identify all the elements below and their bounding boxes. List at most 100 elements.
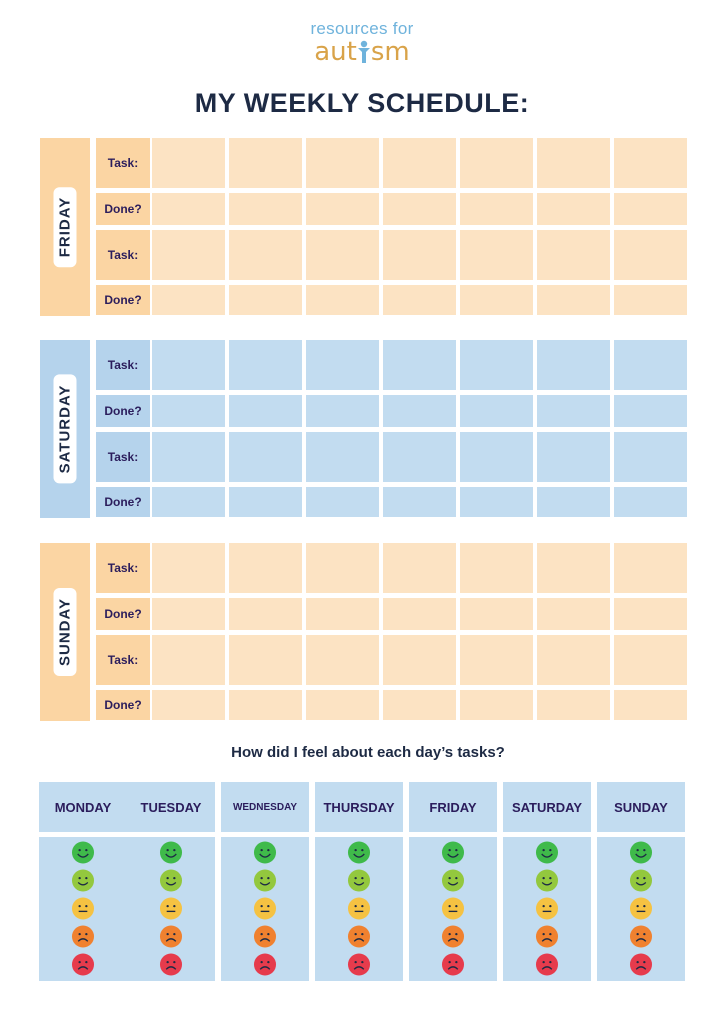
very-happy-face-icon[interactable] <box>629 841 653 864</box>
very-sad-face-icon[interactable] <box>159 953 183 976</box>
very-happy-face-icon[interactable] <box>535 841 559 864</box>
done-cell[interactable] <box>614 285 687 315</box>
done-cell[interactable] <box>383 395 456 427</box>
task-cell[interactable] <box>306 432 379 482</box>
done-cell[interactable] <box>460 285 533 315</box>
task-cell[interactable] <box>152 138 225 188</box>
task-cell[interactable] <box>152 230 225 280</box>
very-happy-face-icon[interactable] <box>159 841 183 864</box>
happy-face-icon[interactable] <box>441 869 465 892</box>
very-sad-face-icon[interactable] <box>441 953 465 976</box>
done-cell[interactable] <box>229 690 302 720</box>
done-cell[interactable] <box>537 285 610 315</box>
done-cell[interactable] <box>614 395 687 427</box>
task-cell[interactable] <box>537 432 610 482</box>
task-cell[interactable] <box>537 138 610 188</box>
task-cell[interactable] <box>383 635 456 685</box>
done-cell[interactable] <box>460 598 533 630</box>
neutral-face-icon[interactable] <box>535 897 559 920</box>
done-cell[interactable] <box>152 690 225 720</box>
sad-face-icon[interactable] <box>535 925 559 948</box>
done-cell[interactable] <box>306 285 379 315</box>
very-sad-face-icon[interactable] <box>535 953 559 976</box>
done-cell[interactable] <box>537 487 610 517</box>
very-sad-face-icon[interactable] <box>629 953 653 976</box>
happy-face-icon[interactable] <box>71 869 95 892</box>
done-cell[interactable] <box>383 193 456 225</box>
sad-face-icon[interactable] <box>441 925 465 948</box>
task-cell[interactable] <box>306 340 379 390</box>
done-cell[interactable] <box>306 690 379 720</box>
task-cell[interactable] <box>306 138 379 188</box>
done-cell[interactable] <box>614 487 687 517</box>
task-cell[interactable] <box>614 138 687 188</box>
done-cell[interactable] <box>614 690 687 720</box>
happy-face-icon[interactable] <box>253 869 277 892</box>
done-cell[interactable] <box>383 487 456 517</box>
done-cell[interactable] <box>306 395 379 427</box>
task-cell[interactable] <box>306 230 379 280</box>
happy-face-icon[interactable] <box>535 869 559 892</box>
done-cell[interactable] <box>383 690 456 720</box>
task-cell[interactable] <box>537 635 610 685</box>
task-cell[interactable] <box>537 543 610 593</box>
done-cell[interactable] <box>229 487 302 517</box>
done-cell[interactable] <box>383 285 456 315</box>
task-cell[interactable] <box>152 432 225 482</box>
happy-face-icon[interactable] <box>159 869 183 892</box>
task-cell[interactable] <box>383 230 456 280</box>
done-cell[interactable] <box>306 487 379 517</box>
task-cell[interactable] <box>383 138 456 188</box>
task-cell[interactable] <box>229 543 302 593</box>
task-cell[interactable] <box>229 138 302 188</box>
task-cell[interactable] <box>383 432 456 482</box>
done-cell[interactable] <box>460 690 533 720</box>
done-cell[interactable] <box>306 193 379 225</box>
very-happy-face-icon[interactable] <box>71 841 95 864</box>
very-happy-face-icon[interactable] <box>441 841 465 864</box>
neutral-face-icon[interactable] <box>347 897 371 920</box>
task-cell[interactable] <box>460 340 533 390</box>
done-cell[interactable] <box>460 193 533 225</box>
done-cell[interactable] <box>614 598 687 630</box>
task-cell[interactable] <box>460 543 533 593</box>
neutral-face-icon[interactable] <box>629 897 653 920</box>
task-cell[interactable] <box>614 340 687 390</box>
task-cell[interactable] <box>229 340 302 390</box>
task-cell[interactable] <box>152 340 225 390</box>
done-cell[interactable] <box>460 395 533 427</box>
task-cell[interactable] <box>306 635 379 685</box>
task-cell[interactable] <box>614 432 687 482</box>
sad-face-icon[interactable] <box>253 925 277 948</box>
done-cell[interactable] <box>537 690 610 720</box>
done-cell[interactable] <box>152 193 225 225</box>
done-cell[interactable] <box>229 193 302 225</box>
task-cell[interactable] <box>152 543 225 593</box>
neutral-face-icon[interactable] <box>71 897 95 920</box>
done-cell[interactable] <box>383 598 456 630</box>
sad-face-icon[interactable] <box>71 925 95 948</box>
very-sad-face-icon[interactable] <box>71 953 95 976</box>
done-cell[interactable] <box>537 598 610 630</box>
task-cell[interactable] <box>306 543 379 593</box>
very-happy-face-icon[interactable] <box>253 841 277 864</box>
task-cell[interactable] <box>383 340 456 390</box>
happy-face-icon[interactable] <box>347 869 371 892</box>
done-cell[interactable] <box>152 285 225 315</box>
task-cell[interactable] <box>460 138 533 188</box>
done-cell[interactable] <box>614 193 687 225</box>
neutral-face-icon[interactable] <box>253 897 277 920</box>
task-cell[interactable] <box>229 432 302 482</box>
task-cell[interactable] <box>229 230 302 280</box>
done-cell[interactable] <box>460 487 533 517</box>
neutral-face-icon[interactable] <box>441 897 465 920</box>
neutral-face-icon[interactable] <box>159 897 183 920</box>
task-cell[interactable] <box>614 543 687 593</box>
done-cell[interactable] <box>229 285 302 315</box>
done-cell[interactable] <box>229 395 302 427</box>
task-cell[interactable] <box>614 230 687 280</box>
done-cell[interactable] <box>152 395 225 427</box>
done-cell[interactable] <box>229 598 302 630</box>
task-cell[interactable] <box>383 543 456 593</box>
happy-face-icon[interactable] <box>629 869 653 892</box>
